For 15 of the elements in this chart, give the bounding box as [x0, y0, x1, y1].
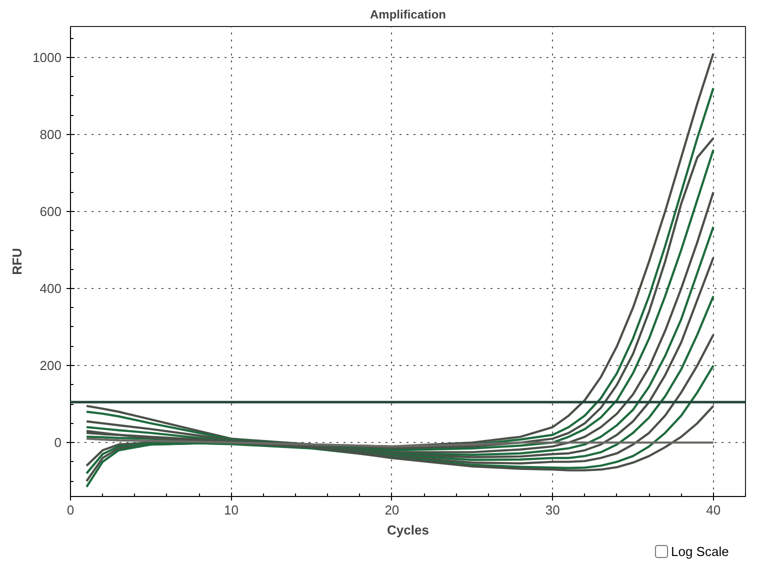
text: Log Scale	[671, 544, 729, 559]
x-tick-label: 30	[545, 502, 560, 518]
y-axis-title: RFU	[10, 248, 25, 275]
y-tick-label: 1000	[32, 50, 62, 65]
x-tick-label: 0	[66, 502, 74, 518]
x-axis-title: Cycles	[387, 522, 429, 538]
y-tick-label: 400	[40, 280, 62, 296]
x-tick-label: 20	[384, 502, 400, 518]
x-tick-label: 40	[706, 502, 721, 518]
y-tick-label: 0	[54, 435, 62, 450]
y-tick-label: 800	[40, 126, 62, 142]
y-tick-label: 600	[40, 204, 62, 219]
chart-title: Amplification	[370, 8, 446, 22]
y-tick-label: 200	[40, 358, 62, 374]
x-tick-label: 10	[224, 502, 238, 518]
